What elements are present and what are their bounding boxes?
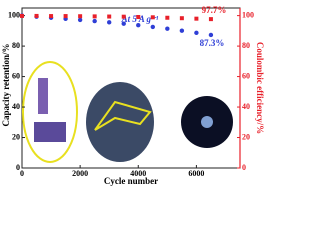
inset-outline (94, 100, 152, 131)
y-tick-label: 100 (8, 10, 20, 19)
y2-tick-label: 60 (242, 71, 250, 80)
chart: Capacity retention/% Coulombic efficienc… (1, 5, 265, 186)
point (107, 20, 112, 25)
point (63, 14, 68, 19)
point (208, 32, 214, 38)
x-tick-label: 4000 (130, 169, 146, 178)
inset-structure (38, 78, 48, 114)
annotation: 97.7% (202, 5, 227, 15)
y-tick-label: 20 (12, 132, 20, 141)
point (20, 13, 24, 18)
y-tick-label: 80 (12, 41, 20, 50)
annotation: At 5 A g⁻¹ (121, 14, 159, 24)
x-tick-label: 6000 (188, 169, 204, 178)
point (121, 21, 126, 26)
point (150, 15, 155, 20)
point (165, 15, 170, 20)
x-tick-label: 2000 (72, 169, 88, 178)
point (78, 14, 83, 19)
point (136, 23, 141, 28)
point (92, 18, 97, 24)
point (107, 14, 112, 19)
x-axis-title: Cycle number (104, 176, 158, 186)
y2-tick-label: 0 (242, 163, 246, 172)
y2-tick-label: 40 (242, 102, 250, 111)
y-tick-label: 0 (16, 163, 20, 172)
point (165, 26, 170, 31)
y-tick-label: 60 (12, 71, 20, 80)
inset-glow-core (201, 116, 213, 128)
y2-tick-label: 20 (242, 132, 250, 141)
point (34, 13, 39, 18)
point (179, 28, 185, 33)
annotation: 87.3% (200, 38, 225, 48)
point (194, 30, 199, 36)
point (49, 14, 54, 19)
y-axis-title: Capacity retention/% (1, 43, 11, 126)
point (179, 16, 184, 21)
inset-ellipse (22, 61, 78, 163)
point (194, 16, 199, 21)
y2-tick-label: 100 (242, 10, 254, 19)
inset-sem (86, 82, 154, 162)
y-tick-label: 40 (12, 102, 20, 111)
point (208, 17, 213, 22)
point (77, 17, 83, 23)
point (92, 14, 97, 19)
x-tick-label: 0 (20, 169, 24, 178)
y2-tick-label: 80 (242, 41, 250, 50)
y2-axis-title: Coulombic efficiency/% (255, 42, 265, 134)
inset-structure (34, 122, 66, 142)
point (136, 14, 141, 19)
point (150, 24, 155, 30)
point (121, 14, 126, 19)
